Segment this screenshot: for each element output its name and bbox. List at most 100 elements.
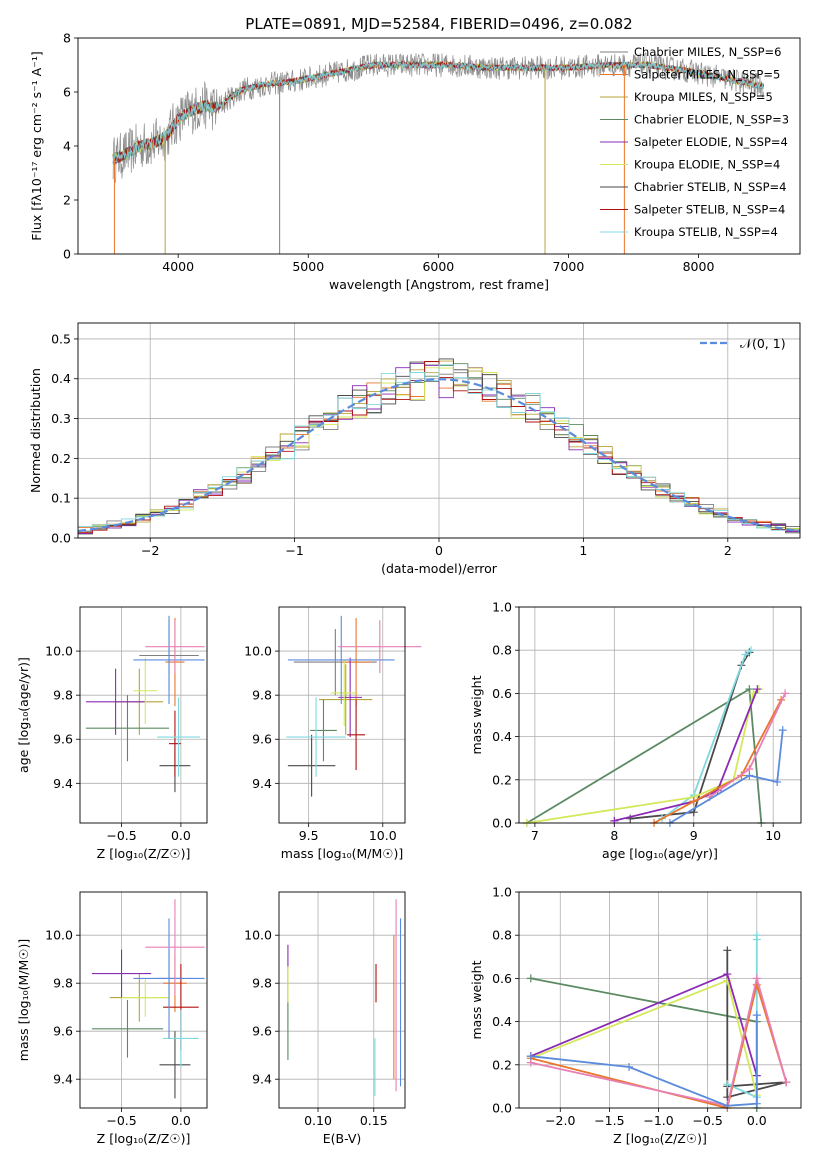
- point-chabrier_elodie: [85, 695, 170, 762]
- y-tick-label: 9.8: [53, 976, 73, 991]
- residuals-axes: −2 −1 0 1 2 0.0 0.1 0.2 0.3 0.4 0.5 (data-model)/er…: [28, 322, 801, 576]
- weight-marker: [610, 816, 619, 825]
- y-tick-label: 9.6: [53, 1024, 73, 1039]
- x-tick-label: 0.15: [360, 1113, 388, 1128]
- y-tick-label: 8: [63, 31, 71, 46]
- y-tick-label: 0.5: [51, 331, 71, 346]
- point-kroupa_elodie: [121, 978, 170, 1017]
- y-tick-label: 0.4: [51, 371, 71, 386]
- y-tick-label: 0.6: [492, 971, 512, 986]
- y-tick-label: 10.0: [244, 928, 272, 943]
- y-tick-label: 4: [63, 139, 71, 154]
- point-kroupa_stelib: [286, 697, 346, 777]
- weight-marker: [723, 1101, 732, 1110]
- y-tick-label: 0.8: [492, 928, 512, 943]
- weight-line-pink: [530, 978, 788, 1107]
- weight-marker: [752, 974, 761, 983]
- x-tick-label: 0.10: [304, 1113, 332, 1128]
- y-tick-label: 10.0: [45, 644, 73, 659]
- y-tick-label: 0.6: [492, 686, 512, 701]
- x-tick-label: 8: [610, 828, 618, 843]
- x-tick-label: −2.0: [545, 1113, 575, 1128]
- y-tick-label: 10.0: [45, 928, 73, 943]
- x-tick-label: 0.0: [171, 1113, 191, 1128]
- x-tick-label: 7000: [553, 259, 585, 274]
- normal-curve: [77, 378, 801, 533]
- weight-marker: [745, 685, 754, 694]
- x-axis-label: (data-model)/error: [381, 561, 498, 576]
- point-pink: [145, 620, 205, 674]
- y-axis-label: Flux [fλ10⁻¹⁷ erg cm⁻² s⁻¹ A⁻¹]: [29, 51, 44, 240]
- x-tick-label: 0.0: [171, 828, 191, 843]
- point-salpeter_stelib: [347, 699, 365, 771]
- y-axis-label: Normed distribution: [28, 368, 43, 493]
- y-axis-label: age [log₁₀(age/yr)]: [16, 657, 31, 773]
- point-blue: [133, 615, 205, 704]
- legend-label: Chabrier STELIB, N_SSP=4: [634, 180, 786, 194]
- plot-frame: [278, 891, 406, 1109]
- point-salpeter_elodie: [91, 949, 152, 998]
- mass_vs_ebv-axes: 0.10 0.15 9.4 9.6 9.8 10.0 E(B-V): [244, 891, 406, 1146]
- age_vs_Z-axes: −0.5 0.0 9.4 9.6 9.8 10.0 Z [log₁₀(Z/Z☉)] age […: [16, 606, 208, 861]
- weight-line-chabrier_stelib: [630, 651, 751, 820]
- point-chabrier_elodie: [91, 1000, 164, 1058]
- x-tick-label: −1: [285, 543, 303, 558]
- weight-marker: [745, 771, 754, 780]
- point-kroupa_miles: [319, 664, 373, 735]
- weight-marker: [752, 931, 761, 940]
- weight-marker: [778, 726, 787, 735]
- weight-marker: [625, 1062, 634, 1071]
- y-tick-label: 9.4: [252, 1072, 272, 1087]
- y-tick-label: 6: [63, 85, 71, 100]
- weight-line-salpeter_miles: [653, 699, 782, 824]
- y-tick-label: 0.0: [51, 531, 71, 546]
- legend-label: 𝒩(0, 1): [740, 336, 786, 351]
- x-axis-label: mass [log₁₀(M/M☉)]: [281, 846, 403, 861]
- point-kroupa_stelib: [163, 1009, 199, 1068]
- x-tick-label: −1.0: [643, 1113, 673, 1128]
- x-tick-label: 2: [724, 543, 732, 558]
- weight-marker: [526, 974, 535, 983]
- x-tick-label: 0: [435, 543, 443, 558]
- weight-marker: [741, 650, 750, 659]
- plot-frame: [79, 891, 208, 1109]
- weight-marker: [723, 1080, 732, 1089]
- point-pink: [338, 620, 422, 674]
- legend-label: Chabrier MILES, N_SSP=6: [634, 45, 781, 59]
- x-tick-label: 1: [579, 543, 587, 558]
- weight-line-salpeter_elodie: [614, 688, 759, 822]
- x-axis-label: Z [log₁₀(Z/Z☉)]: [97, 846, 191, 861]
- point-salpeter_elodie: [338, 657, 363, 738]
- weight-line-blue: [530, 1015, 758, 1107]
- y-tick-label: 9.6: [53, 732, 73, 747]
- x-tick-label: 6000: [422, 259, 454, 274]
- y-tick-label: 0.3: [51, 411, 71, 426]
- point-salpeter_stelib: [169, 710, 181, 777]
- legend-label: Salpeter STELIB, N_SSP=4: [634, 203, 785, 217]
- weight-marker: [689, 797, 698, 806]
- y-tick-label: 0.8: [492, 643, 512, 658]
- x-axis-label: Z [log₁₀(Z/Z☉)]: [613, 1131, 707, 1146]
- point-kroupa_elodie: [133, 657, 158, 724]
- y-tick-label: 9.4: [53, 1072, 73, 1087]
- y-tick-label: 0.4: [492, 729, 512, 744]
- spectrum-line-kroupa_stelib: [112, 60, 765, 165]
- y-axis-label: mass weight: [469, 675, 484, 754]
- x-axis-label: E(B-V): [323, 1131, 362, 1146]
- y-tick-label: 1.0: [492, 600, 512, 615]
- y-tick-label: 9.8: [53, 688, 73, 703]
- legend-label: Salpeter MILES, N_SSP=5: [634, 68, 780, 82]
- plot-frame: [278, 606, 406, 824]
- y-tick-label: 0: [63, 247, 71, 262]
- spectrum-legend: Chabrier MILES, N_SSP=6 Salpeter MILES, N…: [600, 45, 789, 239]
- plot-frame: [77, 322, 801, 539]
- x-tick-label: −2: [141, 543, 159, 558]
- x-tick-label: 10.0: [369, 828, 397, 843]
- y-tick-label: 9.8: [252, 976, 272, 991]
- weight_vs_age-axes: 7 8 9 10 0.0 0.2 0.4 0.6 0.8 1.0 age [log₁₀(age/yr…: [469, 600, 802, 861]
- plot-frame: [518, 606, 802, 824]
- y-tick-label: 0.4: [492, 1014, 512, 1029]
- y-axis-label: mass [log₁₀(M/M☉)]: [16, 939, 31, 1061]
- weight-marker: [526, 1052, 535, 1061]
